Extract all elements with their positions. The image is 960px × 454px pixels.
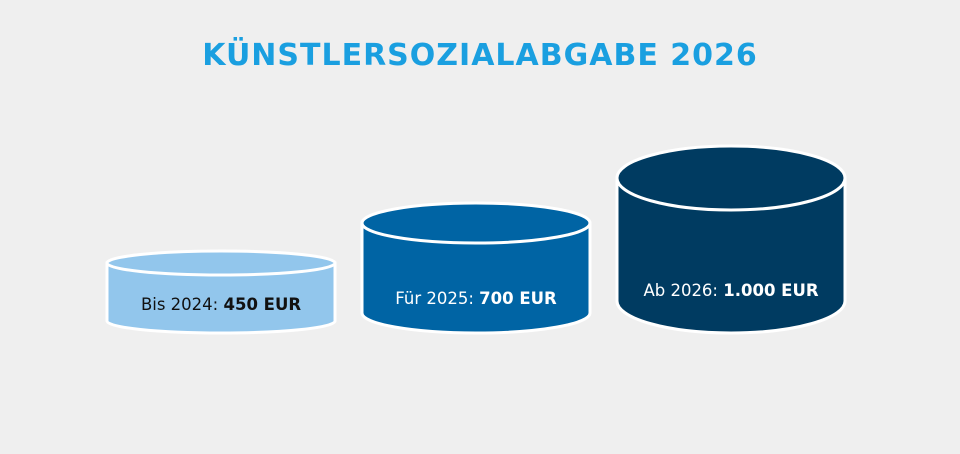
- cylinder-2024: Bis 2024: 450 EUR: [105, 249, 337, 335]
- cylinder-label: Ab 2026: 1.000 EUR: [643, 281, 818, 300]
- cylinder-label: Für 2025: 700 EUR: [395, 289, 557, 308]
- cylinder-body: [105, 261, 337, 335]
- cylinder-body: [360, 221, 592, 335]
- cylinder-top: [360, 201, 592, 245]
- label-period: Bis 2024:: [141, 295, 224, 314]
- cylinder-2026: Ab 2026: 1.000 EUR: [615, 144, 847, 335]
- page-title: KÜNSTLERSOZIALABGABE 2026: [202, 38, 758, 73]
- cylinder-top: [105, 249, 337, 277]
- label-amount: 700 EUR: [479, 289, 557, 308]
- label-amount: 450 EUR: [223, 295, 301, 314]
- label-period: Für 2025:: [395, 289, 479, 308]
- label-amount: 1.000 EUR: [723, 281, 819, 300]
- cylinder-label: Bis 2024: 450 EUR: [141, 295, 301, 314]
- label-period: Ab 2026:: [643, 281, 723, 300]
- cylinder-top: [615, 144, 847, 212]
- cylinder-body: [615, 176, 847, 335]
- cylinder-2025: Für 2025: 700 EUR: [360, 201, 592, 335]
